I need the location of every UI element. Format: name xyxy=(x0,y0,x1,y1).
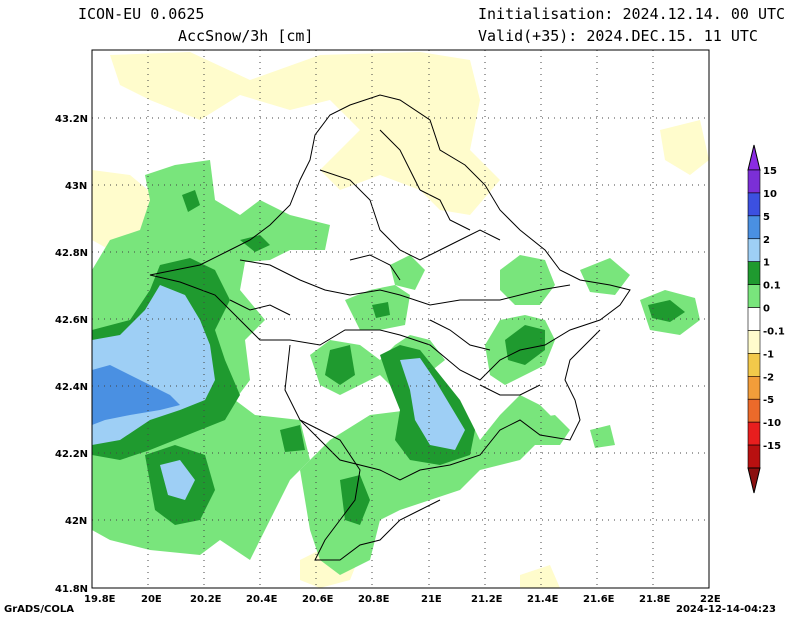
x-tick-label: 20.2E xyxy=(190,594,222,605)
colorbar-swatch xyxy=(747,169,761,194)
y-tick-label: 41.8N xyxy=(55,584,88,595)
field-layer xyxy=(92,50,709,588)
colorbar-label: -2 xyxy=(763,372,774,383)
x-tick-label: 20.4E xyxy=(246,594,278,605)
snow-01-east3 xyxy=(580,258,630,295)
snow-5-west xyxy=(92,365,180,425)
neg-area-se xyxy=(520,565,560,588)
colorbar-swatch xyxy=(747,376,761,400)
colorbar-label: 1 xyxy=(763,258,770,269)
snow-1-small3 xyxy=(280,425,305,452)
colorbar-label: 2 xyxy=(763,235,770,246)
colorbar-label: 15 xyxy=(763,166,777,177)
snow-1-ne xyxy=(505,325,545,365)
snow-2-south xyxy=(160,460,195,500)
x-tick-label: 21.8E xyxy=(639,594,671,605)
colorbar-swatch xyxy=(747,353,761,377)
x-axis-labels: 19.8E 20E 20.2E 20.4E 20.6E 20.8E 21E 21… xyxy=(84,594,721,605)
snow-1-mid xyxy=(325,345,355,385)
x-tick-label: 21.6E xyxy=(583,594,615,605)
x-tick-label: 21.2E xyxy=(471,594,503,605)
colorbar-swatch xyxy=(747,330,761,354)
colorbar-label: -5 xyxy=(763,395,774,406)
colorbar-label: -1 xyxy=(763,349,774,360)
snow-1-small1 xyxy=(182,190,200,212)
colorbar-swatch xyxy=(747,238,761,262)
y-tick-label: 42.6N xyxy=(55,315,88,326)
snow-1-small4 xyxy=(372,302,390,318)
x-tick-label: 22E xyxy=(700,594,721,605)
neg-area-north xyxy=(110,52,500,215)
colorbar-label: -10 xyxy=(763,418,781,429)
colorbar-label: -0.1 xyxy=(763,326,785,337)
snow-1-small2 xyxy=(240,235,270,252)
snow-01-east2 xyxy=(500,255,555,305)
x-tick-label: 20.8E xyxy=(358,594,390,605)
y-tick-label: 42.2N xyxy=(55,449,88,460)
variable-title: AccSnow/3h [cm] xyxy=(178,27,314,45)
x-tick-label: 20E xyxy=(141,594,162,605)
snow-01-east xyxy=(300,385,555,575)
neg-area-far-east xyxy=(660,120,709,175)
snow-1-fe xyxy=(648,300,685,322)
x-tick-label: 19.8E xyxy=(84,594,116,605)
y-tick-label: 42.4N xyxy=(55,382,88,393)
colorbar: 15 10 5 2 1 0.1 0 -0.1 -1 -2 -5 -10 -15 xyxy=(747,144,785,494)
colorbar-swatch xyxy=(747,261,761,285)
country-borders xyxy=(149,94,631,561)
colorbar-label: 10 xyxy=(763,189,777,200)
footer-right: 2024-12-14-04:23 xyxy=(676,604,776,615)
y-axis-labels: 43.2N 43N 42.8N 42.6N 42.4N 42.2N 42N 41… xyxy=(55,114,88,595)
colorbar-swatch xyxy=(747,284,761,308)
y-tick-label: 42.8N xyxy=(55,248,88,259)
snow-01-se xyxy=(525,415,570,445)
colorbar-top-arrow xyxy=(747,144,761,171)
colorbar-label: 5 xyxy=(763,212,770,223)
model-title: ICON-EU 0.0625 xyxy=(78,5,205,23)
snow-01-north xyxy=(390,255,425,290)
y-tick-label: 43.2N xyxy=(55,114,88,125)
y-tick-label: 42N xyxy=(65,516,87,527)
colorbar-swatch xyxy=(747,444,761,469)
y-tick-label: 43N xyxy=(65,181,87,192)
footer-left: GrADS/COLA xyxy=(4,604,74,615)
colorbar-label: -15 xyxy=(763,441,781,452)
colorbar-label: 0 xyxy=(763,304,770,315)
x-tick-label: 20.6E xyxy=(302,594,334,605)
snow-2-valley xyxy=(400,358,465,450)
plot-frame xyxy=(91,49,710,589)
colorbar-label: 0.1 xyxy=(763,281,781,292)
valid-time: Valid(+35): 2024.DEC.15. 11 UTC xyxy=(478,27,758,45)
colorbar-swatch xyxy=(747,421,761,446)
colorbar-bottom-arrow xyxy=(747,467,761,494)
x-tick-label: 21.4E xyxy=(527,594,559,605)
snow-01-se2 xyxy=(590,425,615,448)
colorbar-swatch xyxy=(747,192,761,217)
colorbar-swatch xyxy=(747,398,761,423)
x-tick-label: 21E xyxy=(421,594,442,605)
colorbar-swatch xyxy=(747,307,761,331)
init-time: Initialisation: 2024.12.14. 00 UTC xyxy=(478,5,786,23)
colorbar-swatch xyxy=(747,215,761,240)
